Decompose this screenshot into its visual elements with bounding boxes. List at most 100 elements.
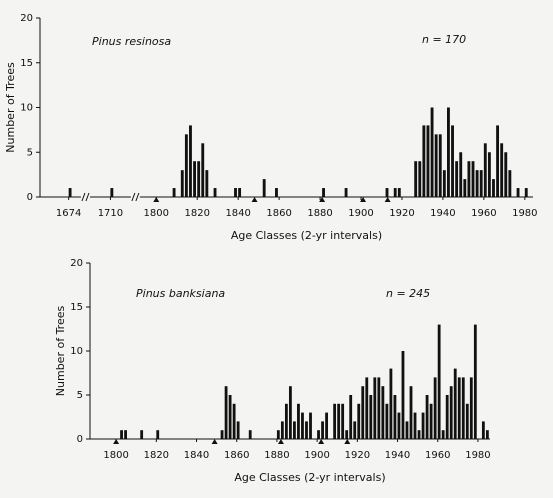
x-axis-label: Age Classes (2-yr intervals): [231, 229, 382, 242]
bar: [429, 403, 433, 439]
bar: [421, 412, 425, 439]
bar: [449, 386, 453, 439]
bar: [305, 421, 308, 439]
bar: [433, 377, 437, 439]
x-tick-label: 1880: [264, 450, 289, 461]
bar: [180, 170, 184, 197]
bar: [405, 421, 409, 439]
event-marker: [319, 197, 326, 202]
bar: [409, 386, 413, 439]
bar: [425, 395, 429, 439]
x-tick-label: 1960: [425, 450, 450, 461]
bar: [193, 161, 196, 197]
bar: [205, 170, 209, 197]
bar: [377, 377, 381, 439]
bar: [469, 377, 473, 439]
bar: [280, 421, 284, 439]
bar: [172, 188, 176, 197]
bar: [473, 324, 477, 439]
bar: [461, 377, 465, 439]
y-tick-label: 15: [70, 302, 83, 313]
bar: [197, 161, 201, 197]
bar: [357, 403, 361, 439]
bar: [341, 403, 345, 439]
bar: [140, 430, 144, 439]
bar: [349, 395, 353, 439]
y-tick-label: 0: [77, 434, 83, 445]
x-tick-label: 1820: [144, 450, 169, 461]
y-tick-label: 15: [20, 58, 33, 69]
x-tick-label: 1860: [224, 450, 249, 461]
bar: [483, 143, 487, 197]
bar: [504, 152, 508, 197]
bar: [471, 161, 475, 197]
x-tick-label: 1840: [184, 450, 209, 461]
x-tick-label: 1960: [471, 208, 496, 219]
bar: [418, 161, 422, 197]
x-tick-label: 1900: [304, 450, 329, 461]
bar: [275, 188, 278, 197]
y-tick-label: 5: [77, 390, 83, 401]
y-tick-label: 10: [20, 103, 33, 114]
y-axis-label: Number of Trees: [54, 306, 67, 397]
bar: [455, 161, 459, 197]
x-tick-label: 1800: [144, 208, 169, 219]
event-marker: [211, 439, 218, 444]
bar: [365, 377, 369, 439]
bar: [321, 421, 324, 439]
bar: [496, 125, 500, 197]
bar: [492, 179, 495, 197]
bar: [426, 125, 430, 197]
bar: [293, 421, 296, 439]
axis-break: [85, 192, 90, 202]
bar: [284, 403, 288, 439]
bar: [353, 421, 357, 439]
event-marker: [360, 197, 367, 202]
species-label: Pinus banksiana: [136, 287, 225, 300]
bar: [438, 134, 442, 197]
axis-break: [81, 192, 86, 202]
bar: [381, 386, 385, 439]
bar: [213, 188, 217, 197]
bar: [481, 421, 485, 439]
y-tick-label: 0: [27, 192, 33, 203]
x-tick-label: 1900: [348, 208, 373, 219]
event-marker: [251, 197, 258, 202]
event-marker: [113, 439, 120, 444]
bar: [189, 125, 192, 197]
bar: [397, 188, 401, 197]
bar: [441, 430, 445, 439]
event-marker: [153, 197, 160, 202]
bar: [236, 421, 240, 439]
bar: [276, 430, 280, 439]
species-label: Pinus resinosa: [92, 35, 171, 48]
bar: [467, 161, 471, 197]
axis-break: [131, 192, 136, 202]
bar: [397, 412, 401, 439]
bar: [516, 188, 520, 197]
bar: [248, 430, 252, 439]
bar: [232, 403, 236, 439]
bar: [442, 170, 446, 197]
event-marker: [384, 197, 391, 202]
bar: [325, 412, 328, 439]
bar: [445, 395, 449, 439]
bar: [373, 377, 377, 439]
x-tick-label: 1920: [345, 450, 370, 461]
bar: [184, 134, 188, 197]
bar: [414, 161, 418, 197]
y-axis-label: Number of Trees: [4, 62, 17, 153]
bar: [453, 368, 457, 439]
bar: [457, 377, 461, 439]
x-tick-label: 1980: [512, 208, 537, 219]
bar: [220, 430, 224, 439]
bar: [500, 143, 504, 197]
y-tick-label: 5: [27, 147, 33, 158]
x-tick-label: 1820: [184, 208, 209, 219]
x-tick-label: 1940: [430, 208, 455, 219]
x-tick-label: 1880: [307, 208, 332, 219]
x-tick-label: 1840: [225, 208, 250, 219]
event-marker: [318, 439, 325, 444]
y-tick-label: 20: [70, 258, 83, 269]
bar: [124, 430, 127, 439]
